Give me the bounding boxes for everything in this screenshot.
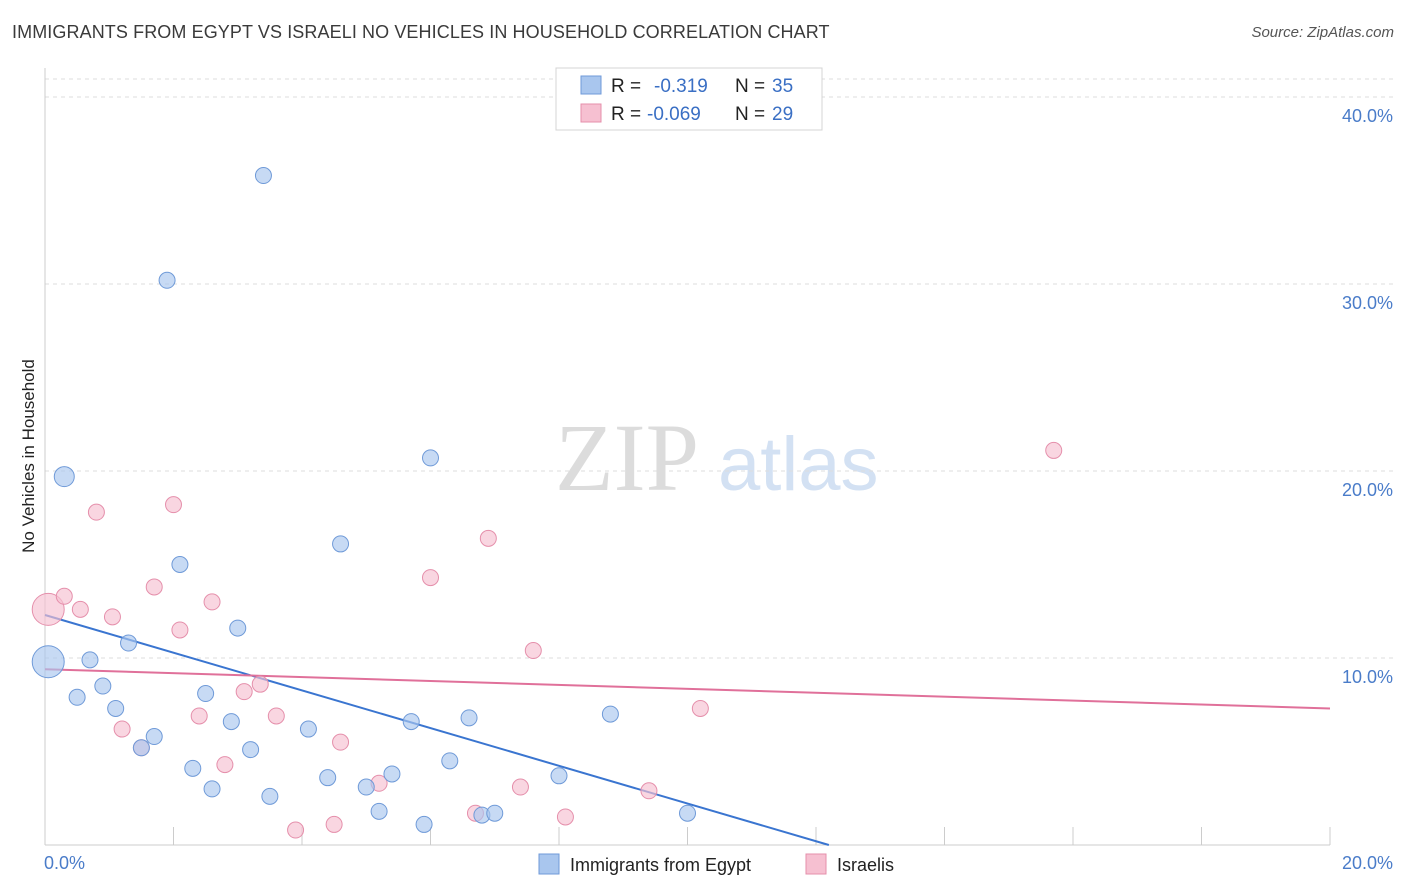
- y-tick-label: 20.0%: [1342, 480, 1393, 500]
- data-point-israelis: [556, 808, 574, 826]
- axes: [44, 68, 1331, 846]
- data-point-israelis: [171, 621, 189, 639]
- data-point-israelis: [640, 782, 658, 800]
- chart-title: IMMIGRANTS FROM EGYPT VS ISRAELI NO VEHI…: [12, 22, 830, 42]
- data-point-israelis: [251, 675, 269, 693]
- data-point-egypt: [171, 556, 189, 573]
- legend-r-value-israelis: -0.069: [647, 104, 701, 125]
- stats-legend: R = -0.319 N = 35 R = -0.069 N = 29: [555, 67, 823, 131]
- data-point-egypt: [145, 728, 163, 746]
- gridlines: [45, 78, 1395, 659]
- legend-n-label-israelis: N =: [735, 104, 765, 125]
- data-point-israelis: [325, 815, 343, 833]
- data-point-egypt: [31, 645, 65, 679]
- data-point-israelis: [103, 608, 121, 626]
- data-point-egypt: [254, 167, 272, 185]
- data-point-israelis: [71, 600, 89, 618]
- data-point-israelis: [190, 707, 208, 725]
- data-point-egypt: [601, 705, 619, 723]
- source-credit: Source: ZipAtlas.com: [1251, 24, 1394, 41]
- data-point-egypt: [94, 677, 112, 695]
- data-point-egypt: [184, 759, 202, 777]
- data-point-egypt: [460, 709, 478, 727]
- legend-swatch-egypt: [580, 75, 602, 95]
- legend-swatch-israelis: [580, 103, 602, 123]
- data-point-egypt: [402, 713, 420, 731]
- data-point-egypt: [679, 804, 696, 822]
- bottom-legend-label-israelis: Israelis: [837, 855, 894, 875]
- y-tick-label: 10.0%: [1342, 667, 1393, 687]
- data-point-egypt: [203, 780, 221, 798]
- data-point-egypt: [197, 685, 215, 703]
- data-point-israelis: [87, 503, 105, 521]
- watermark: ZIP atlas: [555, 404, 879, 511]
- x-tick-labels: 0.0% 20.0%: [44, 853, 1393, 873]
- data-point-egypt: [222, 713, 240, 731]
- data-point-egypt: [261, 787, 279, 805]
- data-point-egypt: [332, 535, 350, 553]
- data-point-egypt: [229, 619, 247, 637]
- data-point-egypt: [383, 765, 401, 783]
- legend-r-value-egypt: -0.319: [654, 76, 708, 97]
- data-point-israelis: [511, 778, 529, 796]
- data-point-israelis: [216, 756, 234, 774]
- data-point-egypt: [550, 767, 568, 785]
- data-point-israelis: [55, 587, 73, 605]
- data-point-israelis: [203, 593, 221, 611]
- bottom-legend-swatch-israelis: [805, 853, 827, 875]
- data-point-egypt: [486, 804, 504, 822]
- legend-r-label-egypt: R =: [611, 76, 641, 97]
- y-axis-label: No Vehicles in Household: [19, 359, 38, 553]
- data-point-egypt: [120, 634, 138, 652]
- legend-n-value-egypt: 35: [772, 76, 793, 97]
- data-point-israelis: [113, 720, 131, 738]
- data-point-israelis: [165, 496, 182, 514]
- watermark-zip: ZIP: [555, 404, 699, 511]
- data-points: [31, 167, 1063, 839]
- data-point-israelis: [524, 642, 542, 660]
- data-point-israelis: [691, 699, 709, 717]
- legend-n-label-egypt: N =: [735, 76, 765, 97]
- bottom-legend-label-egypt: Immigrants from Egypt: [570, 855, 751, 875]
- legend-n-value-israelis: 29: [772, 104, 793, 125]
- x-tick-label: 0.0%: [44, 853, 85, 873]
- data-point-egypt: [370, 802, 388, 820]
- y-tick-labels: 10.0% 20.0% 30.0% 40.0%: [1342, 106, 1393, 687]
- data-point-egypt: [81, 651, 99, 669]
- data-point-israelis: [235, 683, 253, 701]
- y-tick-label: 30.0%: [1342, 293, 1393, 313]
- data-point-egypt: [242, 741, 260, 759]
- data-point-egypt: [415, 815, 433, 833]
- data-point-egypt: [299, 720, 317, 738]
- data-point-israelis: [267, 707, 285, 725]
- data-point-egypt: [422, 449, 439, 467]
- trend-line-egypt: [44, 614, 830, 846]
- data-point-israelis: [145, 578, 163, 596]
- data-point-egypt: [319, 769, 337, 787]
- data-point-egypt: [68, 688, 86, 706]
- bottom-legend-swatch-egypt: [538, 853, 560, 875]
- data-point-israelis: [287, 821, 305, 839]
- data-point-egypt: [158, 271, 176, 289]
- bottom-legend: Immigrants from Egypt Israelis: [538, 853, 894, 875]
- data-point-egypt: [53, 466, 75, 488]
- watermark-atlas: atlas: [718, 422, 879, 507]
- data-point-israelis: [31, 592, 65, 626]
- data-point-egypt: [107, 699, 125, 717]
- data-point-egypt: [441, 752, 459, 770]
- data-point-israelis: [1045, 441, 1063, 459]
- x-tick-label: 20.0%: [1342, 853, 1393, 873]
- legend-r-label-israelis: R =: [611, 104, 641, 125]
- data-point-egypt: [357, 778, 375, 796]
- data-point-israelis: [479, 529, 497, 547]
- data-point-egypt: [132, 739, 150, 757]
- data-point-israelis: [332, 733, 350, 751]
- data-point-israelis: [422, 569, 439, 587]
- y-tick-label: 40.0%: [1342, 106, 1393, 126]
